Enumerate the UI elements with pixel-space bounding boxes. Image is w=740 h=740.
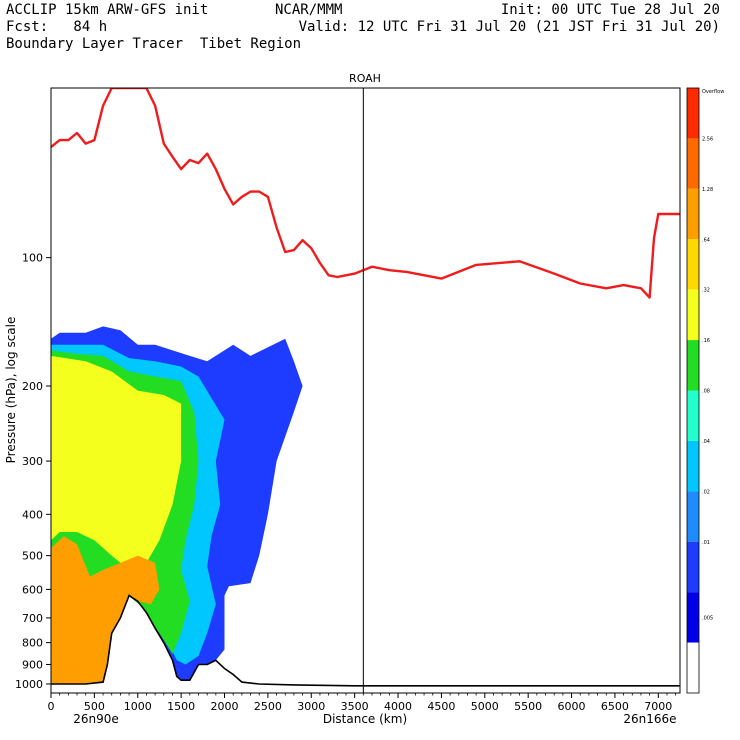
y-tick-label: 700 <box>22 612 43 625</box>
y-tick-label: 200 <box>22 380 43 393</box>
x-tick-label: 6000 <box>558 700 586 713</box>
tropopause-line <box>51 88 680 299</box>
x-tick-label: 2000 <box>211 700 239 713</box>
y-tick-label: 100 <box>22 252 43 265</box>
colorbar-label: 1.28 <box>702 187 713 193</box>
y-axis-label: Pressure (hPa), log scale <box>4 317 18 464</box>
x-end-label: 26n166e <box>623 712 676 726</box>
colorbar-swatch <box>687 491 699 542</box>
x-start-label: 26n90e <box>73 712 119 726</box>
colorbar-label: .64 <box>702 237 710 243</box>
header-org: NCAR/MMM <box>275 2 343 18</box>
y-axis: 100 200 300 400 500 600 700 800 900 1000 <box>15 252 51 691</box>
colorbar-swatch <box>687 390 699 441</box>
colorbar-label: 2.56 <box>702 136 713 142</box>
x-tick-label: 5000 <box>471 700 499 713</box>
y-tick-label: 400 <box>22 508 43 521</box>
colorbar-swatch <box>687 88 699 139</box>
x-tick-label: 5500 <box>514 700 542 713</box>
x-tick-label: 3000 <box>297 700 325 713</box>
y-tick-label: 800 <box>22 637 43 650</box>
profile-lines <box>51 88 680 693</box>
colorbar-label: Overflow <box>702 89 724 95</box>
colorbar-swatch <box>687 592 699 643</box>
plot-frame <box>50 87 681 694</box>
colorbar-label: .08 <box>702 389 710 395</box>
colorbar: Overflow 2.56 1.28 .64 .32 .16 .08 .04 .02 .01 .00… <box>686 87 724 694</box>
x-tick-label: 2500 <box>254 700 282 713</box>
colorbar-label: .32 <box>702 288 710 294</box>
x-tick-label: 4000 <box>384 700 412 713</box>
colorbar-swatch <box>687 340 699 391</box>
header-model-title: ACCLIP 15km ARW-GFS init <box>6 2 209 18</box>
colorbar-swatch <box>687 138 699 189</box>
y-tick-label: 300 <box>22 455 43 468</box>
x-axis: 0 500 1000 1500 2000 2500 3000 3500 4000 4500 5000… <box>48 693 677 713</box>
x-axis-label: Distance (km) <box>323 712 407 726</box>
x-tick-label: 4500 <box>427 700 455 713</box>
y-tick-label: 600 <box>22 583 43 596</box>
tracer-layer-3 <box>51 355 182 570</box>
x-tick-label: 0 <box>48 700 55 713</box>
terrain-line <box>51 594 680 687</box>
x-tick-label: 6500 <box>601 700 629 713</box>
x-tick-label: 1500 <box>167 700 195 713</box>
colorbar-label: .005 <box>702 615 713 621</box>
y-tick-label: 900 <box>22 658 43 671</box>
tracer-layers <box>51 326 303 684</box>
colorbar-swatch <box>687 440 699 492</box>
tracer-layer-4 <box>51 536 160 684</box>
colorbar-swatch <box>687 289 699 341</box>
colorbar-swatch <box>687 642 699 693</box>
header-valid-time: Valid: 12 UTC Fri 31 Jul 20 (21 JST Fri … <box>298 19 720 35</box>
chart-title: ROAH <box>349 72 381 85</box>
colorbar-frame <box>686 87 700 694</box>
x-tick-label: 7000 <box>644 700 672 713</box>
colorbar-swatch <box>687 188 699 240</box>
header-init-time: Init: 00 UTC Tue 28 Jul 20 <box>500 2 720 18</box>
colorbar-label: .04 <box>702 439 710 445</box>
x-tick-label: 3500 <box>341 700 369 713</box>
colorbar-label: .01 <box>702 540 710 546</box>
y-tick-label: 500 <box>22 550 43 563</box>
header-forecast-hour: Fcst: 84 h <box>6 19 108 35</box>
colorbar-swatch <box>687 541 699 593</box>
x-tick-label: 500 <box>84 700 105 713</box>
colorbar-swatch <box>687 239 699 290</box>
header-field-name: Boundary Layer Tracer Tibet Region <box>6 36 302 52</box>
colorbar-label: .16 <box>702 338 710 344</box>
x-tick-label: 1000 <box>124 700 152 713</box>
colorbar-label: .02 <box>702 489 710 495</box>
y-tick-label: 1000 <box>15 678 43 691</box>
